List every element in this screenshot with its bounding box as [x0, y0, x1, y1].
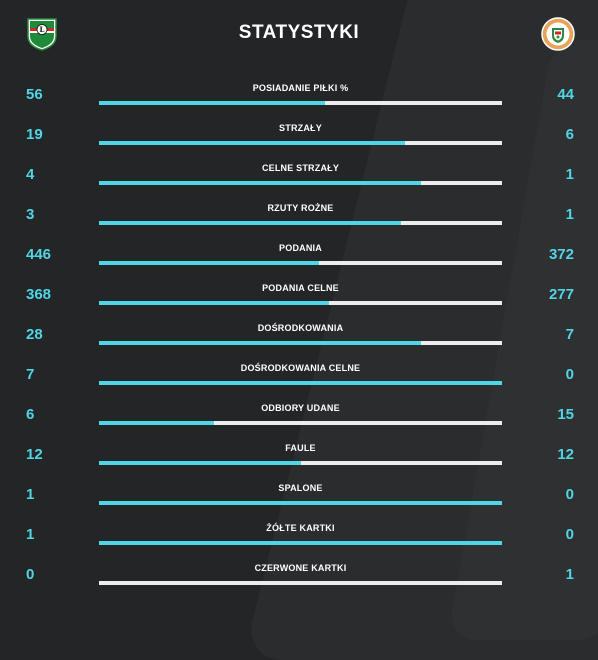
home-share-fill	[99, 141, 406, 145]
home-value: 56	[26, 86, 43, 103]
stat-label: FAULE	[285, 443, 316, 453]
home-value: 6	[26, 406, 35, 423]
away-value: 0	[565, 366, 574, 383]
comparison-bar	[99, 541, 502, 545]
stat-row: 4 CELNE STRZAŁY 1	[0, 152, 598, 192]
stat-row: 12 FAULE 12	[0, 432, 598, 472]
away-value: 15	[557, 406, 574, 423]
away-value: 372	[548, 246, 574, 263]
comparison-bar	[99, 101, 502, 105]
stat-row: 6 ODBIORY UDANE 15	[0, 392, 598, 432]
stat-row: 19 STRZAŁY 6	[0, 112, 598, 152]
away-value: 277	[548, 286, 574, 303]
stat-label: DOŚRODKOWANIA	[257, 323, 344, 333]
stat-label: CZERWONE KARTKI	[254, 563, 347, 573]
stat-label: SPALONE	[278, 483, 323, 493]
home-share-fill	[99, 501, 502, 505]
comparison-bar	[99, 181, 502, 185]
home-value: 1	[26, 526, 35, 543]
comparison-bar	[99, 261, 502, 265]
comparison-bar	[99, 141, 502, 145]
home-value: 4	[26, 166, 35, 183]
home-share-fill	[99, 341, 422, 345]
comparison-bar	[99, 461, 502, 465]
stats-header: L STATYSTYKI	[0, 0, 598, 66]
comparison-bar	[99, 381, 502, 385]
stat-label: ODBIORY UDANE	[261, 403, 340, 413]
stat-row: 7 DOŚRODKOWANIA CELNE 0	[0, 352, 598, 392]
stat-row: 1 SPALONE 0	[0, 472, 598, 512]
home-share-fill	[99, 541, 502, 545]
comparison-bar	[99, 221, 502, 225]
away-value: 1	[565, 566, 574, 583]
stat-row: 28 DOŚRODKOWANIA 7	[0, 312, 598, 352]
page-title: STATYSTYKI	[238, 22, 360, 43]
comparison-bar	[99, 341, 502, 345]
stat-label: POSIADANIE PIŁKI %	[252, 83, 349, 93]
home-share-fill	[99, 301, 329, 305]
away-value: 1	[565, 206, 574, 223]
stat-label: PODANIA CELNE	[262, 283, 339, 293]
home-share-fill	[99, 381, 502, 385]
stat-label: PODANIA	[279, 243, 322, 253]
comparison-bar	[99, 421, 502, 425]
stat-row: 368 PODANIA CELNE 277	[0, 272, 598, 312]
stat-label: CELNE STRZAŁY	[261, 163, 340, 173]
home-value: 1	[26, 486, 35, 503]
home-team-crest-icon: L	[27, 18, 57, 51]
stat-row: 3 RZUTY ROŻNE 1	[0, 192, 598, 232]
home-value: 19	[26, 126, 43, 143]
home-share-fill	[99, 221, 402, 225]
home-value: 446	[26, 246, 52, 263]
home-value: 12	[26, 446, 43, 463]
away-value: 7	[565, 326, 574, 343]
stat-label: RZUTY ROŻNE	[267, 203, 334, 213]
comparison-bar	[99, 301, 502, 305]
home-share-fill	[99, 101, 325, 105]
stat-row: 446 PODANIA 372	[0, 232, 598, 272]
stat-label: DOŚRODKOWANIA CELNE	[240, 363, 361, 373]
home-share-fill	[99, 461, 301, 465]
stat-label: STRZAŁY	[279, 123, 322, 133]
home-value: 0	[26, 566, 35, 583]
away-value: 1	[565, 166, 574, 183]
home-share-fill	[99, 261, 319, 265]
stat-row: 56 POSIADANIE PIŁKI % 44	[0, 72, 598, 112]
stat-row: 1 ŻÓŁTE KARTKI 0	[0, 512, 598, 552]
home-value: 7	[26, 366, 35, 383]
away-value: 0	[565, 486, 574, 503]
svg-text:L: L	[40, 25, 45, 34]
stats-list: 56 POSIADANIE PIŁKI % 44 19 STRZAŁY 6 4 CELNE S…	[0, 72, 598, 592]
stat-label: ŻÓŁTE KARTKI	[266, 523, 335, 533]
home-value: 28	[26, 326, 43, 343]
away-team-crest-icon	[541, 17, 575, 51]
away-value: 44	[557, 86, 574, 103]
home-share-fill	[99, 181, 422, 185]
home-value: 368	[26, 286, 52, 303]
comparison-bar	[99, 501, 502, 505]
away-value: 6	[565, 126, 574, 143]
stat-row: 0 CZERWONE KARTKI 1	[0, 552, 598, 592]
home-share-fill	[99, 421, 215, 425]
home-value: 3	[26, 206, 35, 223]
comparison-bar	[99, 581, 502, 585]
away-value: 12	[557, 446, 574, 463]
away-value: 0	[565, 526, 574, 543]
